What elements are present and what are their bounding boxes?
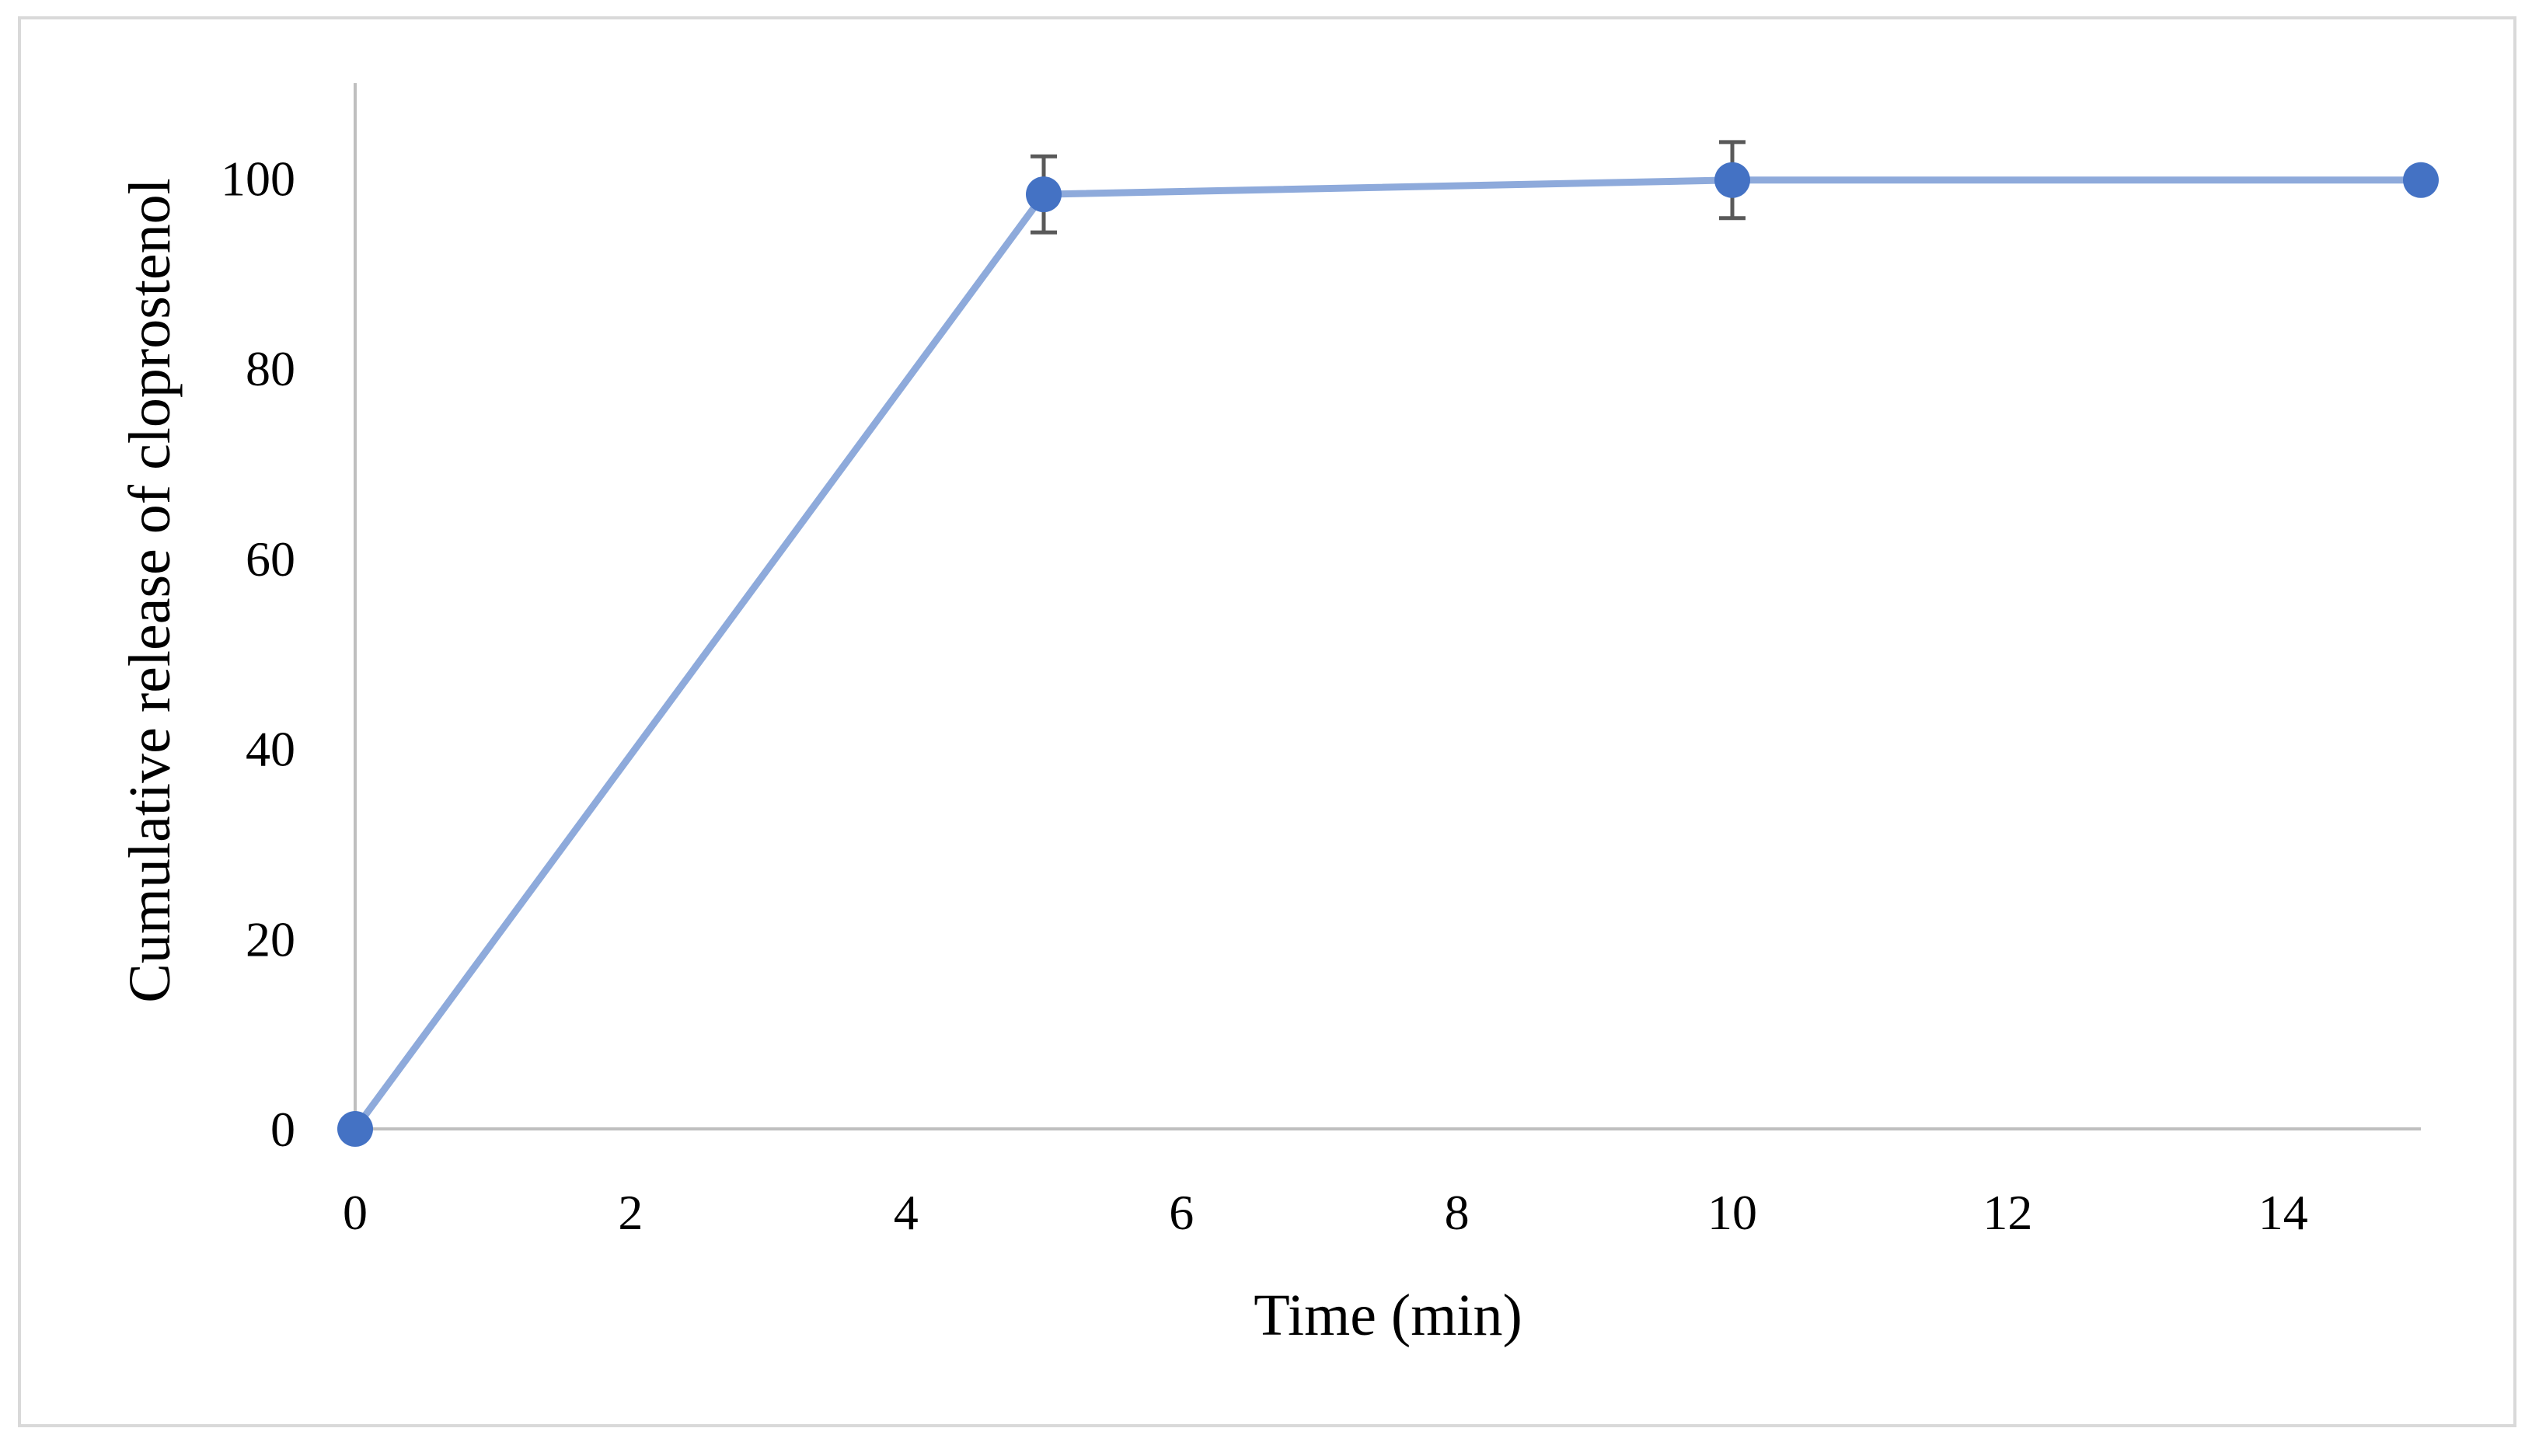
- x-tick-label: 0: [343, 1185, 368, 1240]
- x-tick-label: 12: [1983, 1185, 2032, 1240]
- data-point: [1026, 176, 1062, 213]
- y-tick-label: 40: [246, 722, 295, 777]
- x-tick-label: 10: [1707, 1185, 1757, 1240]
- x-axis-title: Time (min): [1254, 1283, 1522, 1348]
- y-axis-title: Cumulative release of cloprostenol: [117, 178, 183, 1003]
- data-point: [2403, 162, 2439, 198]
- series-line: [352, 176, 2421, 1131]
- chart-frame: [18, 16, 2516, 1427]
- x-tick-label: 2: [618, 1185, 643, 1240]
- y-tick-label: 100: [221, 151, 295, 206]
- y-tick-label: 80: [246, 341, 295, 396]
- data-point: [1714, 162, 1750, 198]
- x-tick-labels: 0 2 4 6 8 10 12 14: [343, 1185, 2308, 1240]
- x-tick-label: 8: [1445, 1185, 1470, 1240]
- y-tick-label: 0: [270, 1102, 295, 1157]
- y-tick-labels: 0 20 40 60 80 100: [221, 151, 295, 1157]
- x-tick-label: 4: [894, 1185, 919, 1240]
- y-tick-label: 60: [246, 531, 295, 587]
- x-tick-label: 6: [1169, 1185, 1194, 1240]
- series: [337, 140, 2439, 1147]
- x-tick-label: 14: [2258, 1185, 2308, 1240]
- data-point: [337, 1111, 373, 1147]
- y-tick-label: 20: [246, 911, 295, 967]
- axes: [354, 83, 2421, 1130]
